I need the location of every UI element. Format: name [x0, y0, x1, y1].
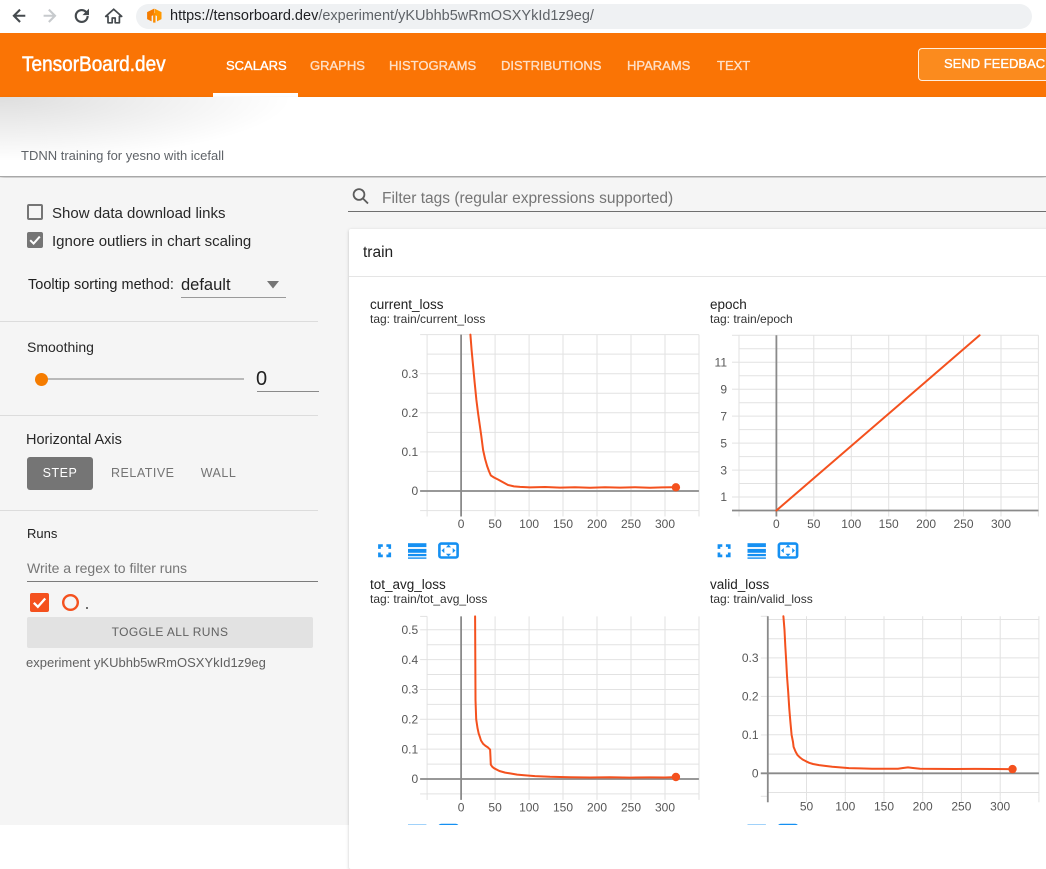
- svg-text:50: 50: [488, 517, 502, 531]
- svg-text:0.2: 0.2: [402, 713, 419, 727]
- svg-text:5: 5: [720, 436, 727, 450]
- svg-text:0.2: 0.2: [742, 690, 759, 704]
- svg-text:300: 300: [991, 517, 1011, 531]
- svg-text:0.1: 0.1: [402, 742, 419, 756]
- svg-text:300: 300: [990, 800, 1010, 814]
- svg-text:200: 200: [913, 800, 933, 814]
- svg-text:0.1: 0.1: [402, 445, 419, 459]
- svg-text:0: 0: [412, 772, 419, 786]
- svg-text:100: 100: [841, 517, 861, 531]
- svg-text:0.5: 0.5: [402, 623, 419, 637]
- svg-text:3: 3: [720, 463, 727, 477]
- svg-text:250: 250: [951, 800, 971, 814]
- svg-text:11: 11: [715, 355, 728, 369]
- svg-text:0.3: 0.3: [402, 683, 419, 697]
- svg-text:9: 9: [720, 382, 727, 396]
- svg-text:50: 50: [488, 801, 502, 815]
- svg-text:150: 150: [553, 517, 573, 531]
- svg-text:150: 150: [879, 517, 899, 531]
- svg-text:50: 50: [807, 517, 821, 531]
- svg-text:0.1: 0.1: [742, 728, 759, 742]
- svg-text:0: 0: [412, 484, 419, 498]
- svg-text:0: 0: [458, 517, 465, 531]
- svg-text:150: 150: [553, 801, 573, 815]
- svg-text:250: 250: [621, 517, 641, 531]
- svg-text:300: 300: [655, 801, 675, 815]
- svg-text:0: 0: [773, 517, 780, 531]
- svg-text:300: 300: [655, 517, 675, 531]
- svg-text:0.2: 0.2: [402, 406, 419, 420]
- svg-text:250: 250: [953, 517, 973, 531]
- svg-text:0: 0: [458, 801, 465, 815]
- svg-text:200: 200: [916, 517, 936, 531]
- svg-text:0.4: 0.4: [402, 653, 419, 667]
- svg-text:200: 200: [587, 517, 607, 531]
- svg-text:0.3: 0.3: [402, 367, 419, 381]
- svg-text:7: 7: [720, 409, 727, 423]
- svg-text:100: 100: [519, 801, 539, 815]
- svg-text:0: 0: [752, 767, 759, 781]
- svg-text:50: 50: [800, 800, 814, 814]
- svg-text:150: 150: [874, 800, 894, 814]
- svg-text:1: 1: [720, 490, 727, 504]
- svg-text:100: 100: [519, 517, 539, 531]
- svg-text:0.3: 0.3: [742, 651, 759, 665]
- svg-text:250: 250: [621, 801, 641, 815]
- svg-text:100: 100: [835, 800, 855, 814]
- svg-text:200: 200: [587, 801, 607, 815]
